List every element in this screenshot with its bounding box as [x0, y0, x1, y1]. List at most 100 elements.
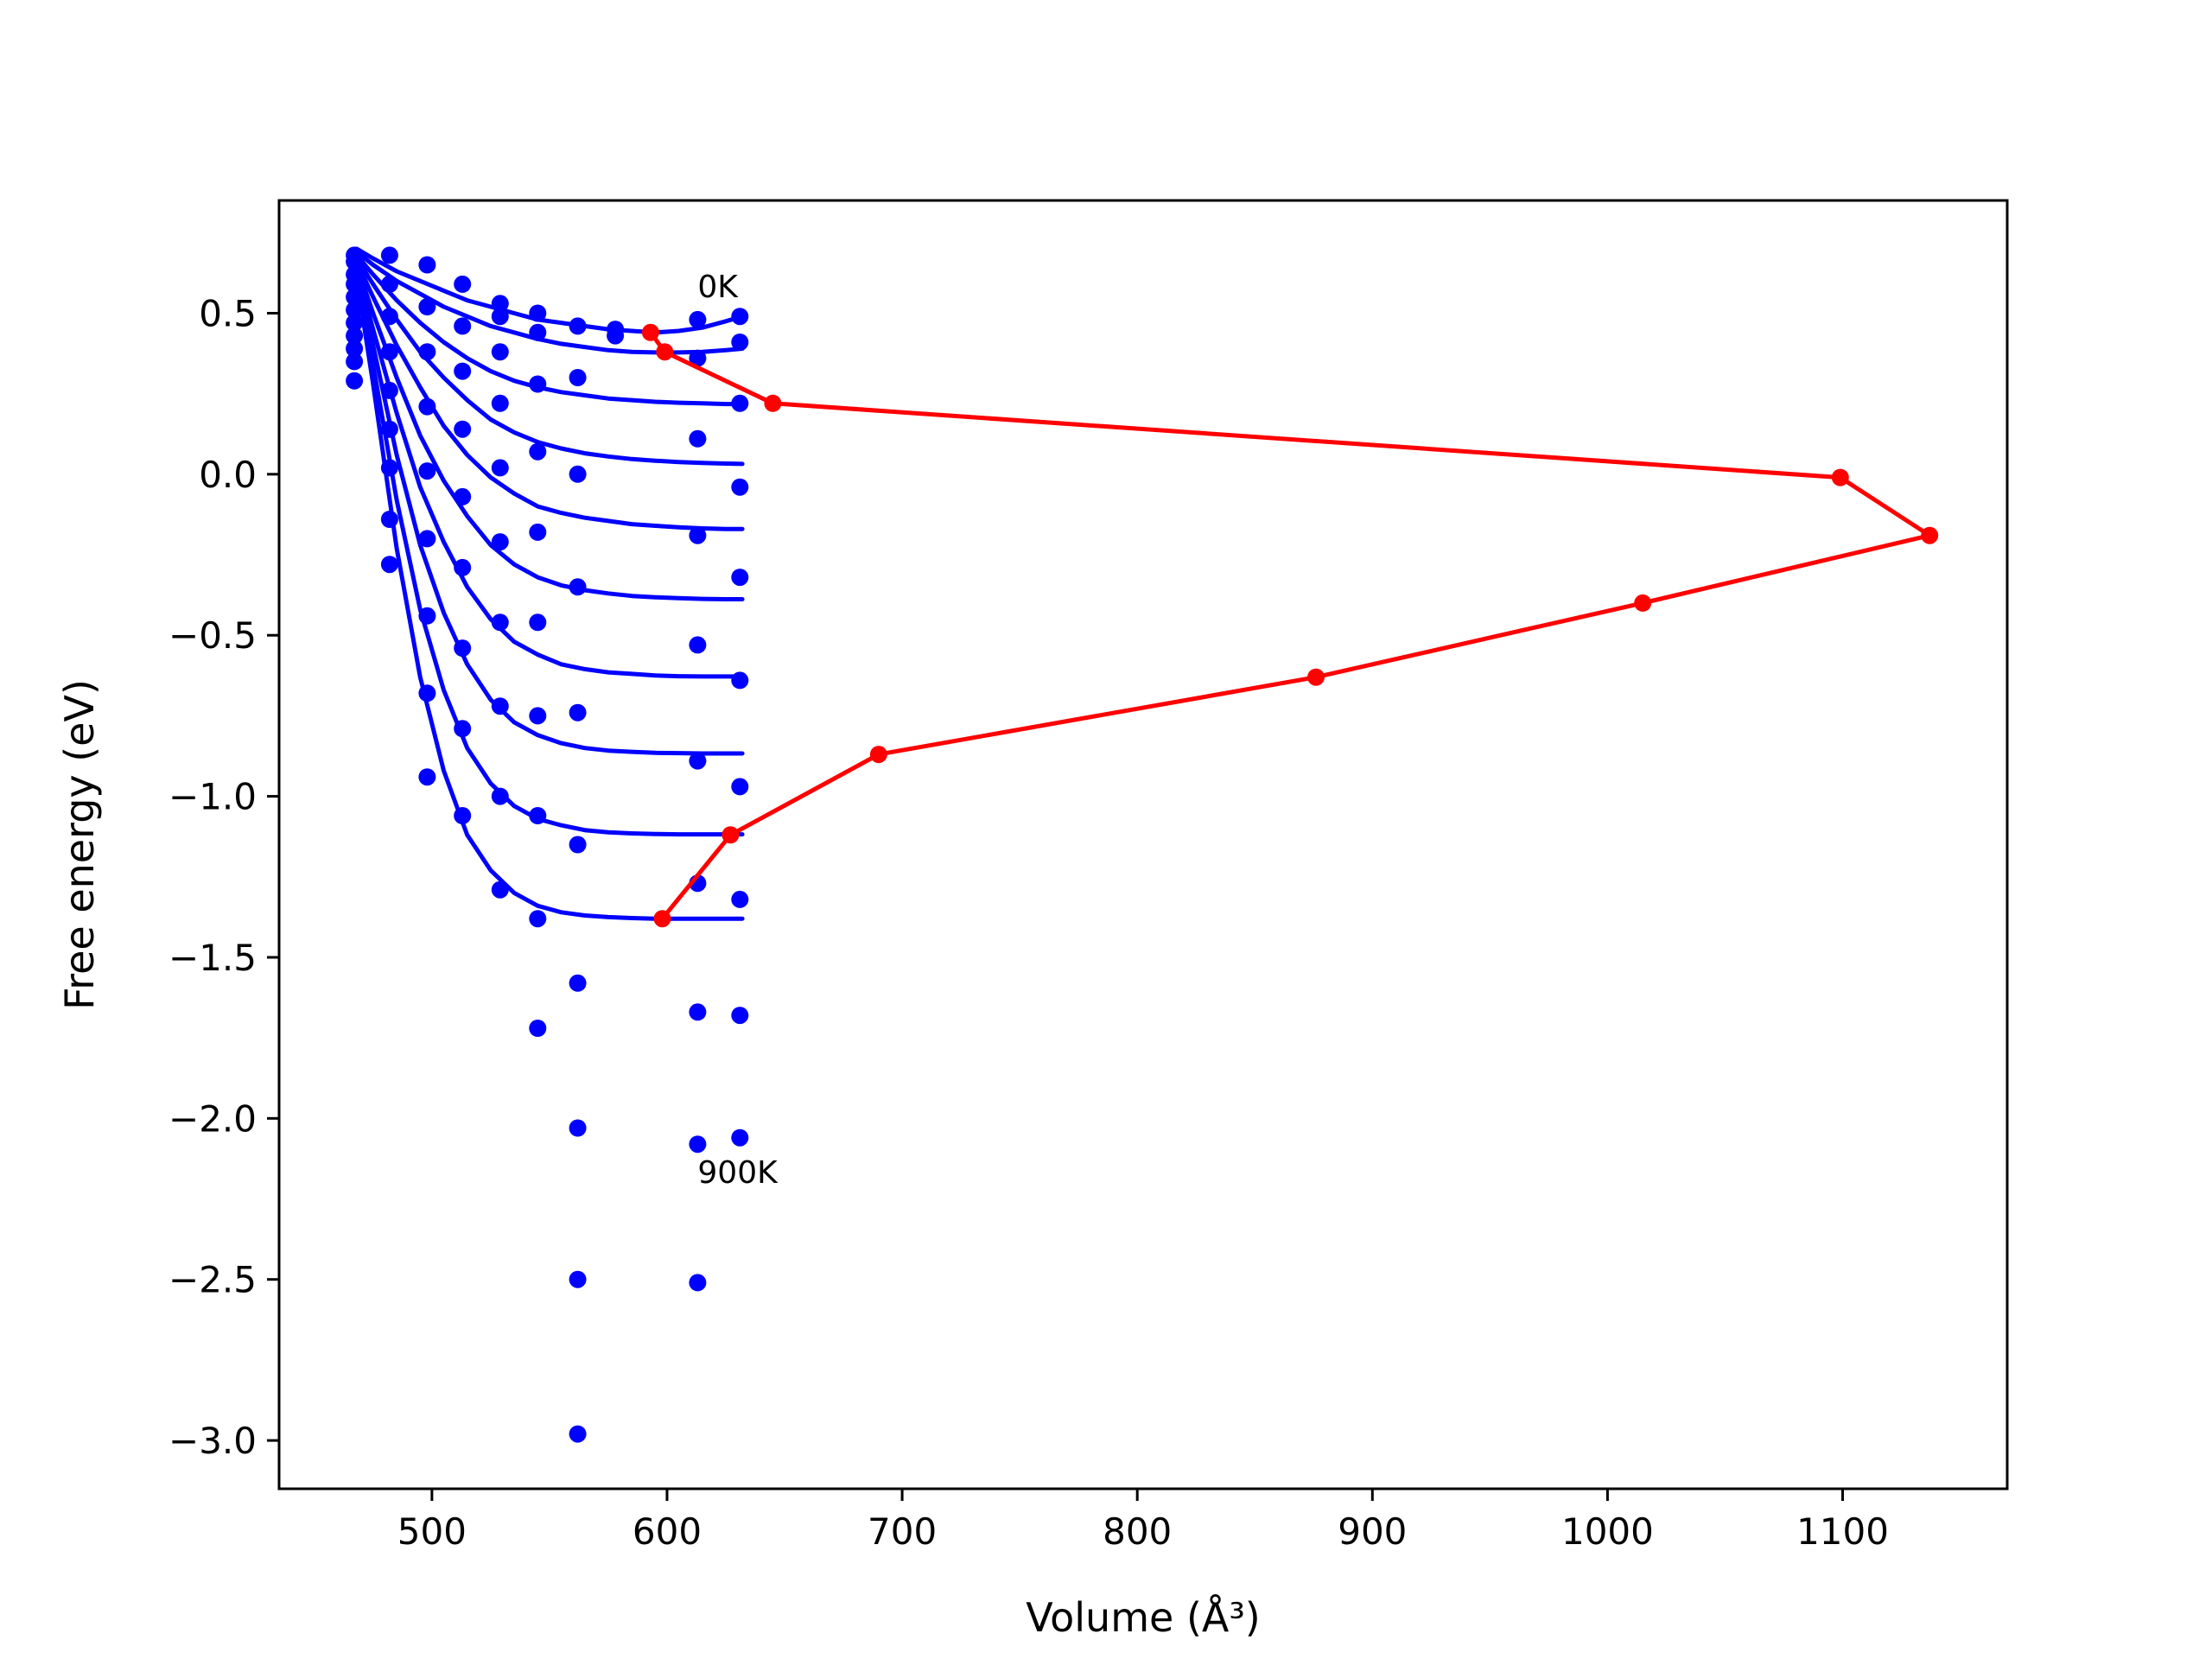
y-axis-label: Free energy (eV): [56, 679, 103, 1010]
data-point-4-9: [491, 880, 509, 899]
data-point-3-1: [454, 317, 472, 335]
data-point-6-2: [569, 465, 587, 483]
data-point-3-8: [454, 807, 472, 824]
data-point-9-4: [731, 569, 749, 587]
axes-frame: [277, 199, 2009, 1491]
fit-curve-9: [354, 276, 745, 921]
data-point-5-9: [529, 1020, 547, 1037]
y-tick-label-7: −3.0: [168, 1420, 257, 1462]
annotation-900k: 900K: [697, 1155, 779, 1191]
data-point-5-3: [529, 442, 547, 461]
data-point-4-3: [491, 394, 509, 412]
y-tick-label-3: −1.0: [168, 776, 257, 818]
data-point-4-2: [491, 343, 509, 361]
fit-curve-0: [354, 246, 745, 335]
fit-curve-4: [354, 259, 745, 531]
data-point-4-0: [491, 295, 509, 313]
data-point-8-1: [689, 349, 707, 367]
x-tick-label-2: 700: [868, 1510, 937, 1553]
data-point-9-2: [731, 394, 749, 412]
minima-point-2: [764, 394, 782, 412]
data-point-2-6: [418, 607, 436, 625]
data-point-9-3: [731, 478, 749, 496]
data-point-2-2: [418, 343, 436, 361]
data-point-3-5: [454, 558, 472, 576]
data-point-6-4: [569, 703, 587, 721]
data-point-4-5: [491, 533, 509, 551]
data-point-4-1: [491, 308, 509, 326]
minima-path: [641, 323, 1939, 928]
data-point-2-1: [418, 298, 436, 315]
data-point-6-5: [569, 836, 587, 854]
minima-point-4: [1921, 526, 1939, 544]
fit-curve-3: [354, 256, 745, 467]
data-point-3-3: [454, 420, 472, 438]
data-point-6-3: [569, 578, 587, 596]
data-point-8-0: [689, 310, 707, 328]
annotation-0k: 0K: [697, 270, 739, 305]
data-point-0-3: [346, 275, 364, 293]
data-point-2-5: [418, 530, 436, 548]
data-point-1-6: [380, 459, 398, 477]
fit-curves: [354, 246, 745, 921]
data-point-5-2: [529, 375, 547, 393]
minima-point-9: [653, 910, 671, 928]
data-points: [346, 246, 749, 1443]
y-axis-ticks: 0.5 0.0 −0.5 −1.0 −1.5 −2.0 −2.5 −3.0: [168, 292, 279, 1462]
fit-curve-2: [354, 252, 745, 407]
data-point-5-5: [529, 613, 547, 632]
data-point-3-2: [454, 362, 472, 380]
y-tick-label-5: −2.0: [168, 1097, 257, 1140]
minima-point-1: [656, 343, 674, 361]
data-point-3-4: [454, 487, 472, 505]
data-point-5-6: [529, 707, 547, 725]
data-point-9-6: [731, 778, 749, 796]
data-point-4-8: [491, 787, 509, 805]
data-point-4-4: [491, 459, 509, 477]
data-point-9-0: [731, 308, 749, 326]
x-tick-label-1: 600: [632, 1510, 702, 1553]
fit-curve-7: [354, 269, 745, 756]
x-axis-label: Volume (Å³): [1026, 1594, 1261, 1641]
x-tick-label-3: 800: [1103, 1510, 1172, 1553]
data-point-2-4: [418, 462, 436, 480]
data-point-0-6: [346, 314, 364, 332]
x-axis-ticks: 500 600 700 800 900 1000 1100: [397, 1489, 1889, 1553]
data-point-3-6: [454, 639, 472, 658]
data-point-8-9: [689, 1274, 707, 1292]
x-tick-label-6: 1100: [1796, 1510, 1889, 1553]
data-point-8-5: [689, 752, 707, 770]
data-point-5-4: [529, 523, 547, 541]
minima-point-8: [721, 826, 740, 844]
data-point-4-7: [491, 697, 509, 715]
data-point-1-8: [380, 556, 398, 574]
x-tick-label-0: 500: [397, 1510, 467, 1553]
data-point-1-5: [380, 420, 398, 438]
data-point-0-10: [346, 372, 364, 390]
data-point-5-7: [529, 807, 547, 824]
minima-point-0: [641, 323, 659, 341]
data-point-9-8: [731, 1007, 749, 1025]
data-point-5-0: [529, 304, 547, 322]
data-point-1-2: [380, 308, 398, 326]
data-point-6-9: [569, 1425, 587, 1443]
data-point-0-5: [346, 301, 364, 319]
y-tick-label-4: −1.5: [168, 937, 257, 979]
data-point-1-4: [380, 381, 398, 399]
data-point-4-6: [491, 613, 509, 632]
annotations: 0K 900K: [697, 270, 779, 1191]
minima-line: [648, 331, 1932, 920]
data-point-6-6: [569, 974, 587, 992]
fit-curve-6: [354, 265, 745, 679]
data-point-0-4: [346, 288, 364, 306]
data-point-1-0: [380, 246, 398, 264]
data-point-0-9: [346, 353, 364, 371]
data-point-9-5: [731, 671, 749, 690]
data-point-1-7: [380, 511, 398, 528]
y-tick-label-2: −0.5: [168, 614, 257, 657]
minima-point-3: [1831, 468, 1849, 486]
fit-curve-1: [354, 250, 745, 355]
y-tick-label-1: 0.0: [199, 454, 257, 496]
